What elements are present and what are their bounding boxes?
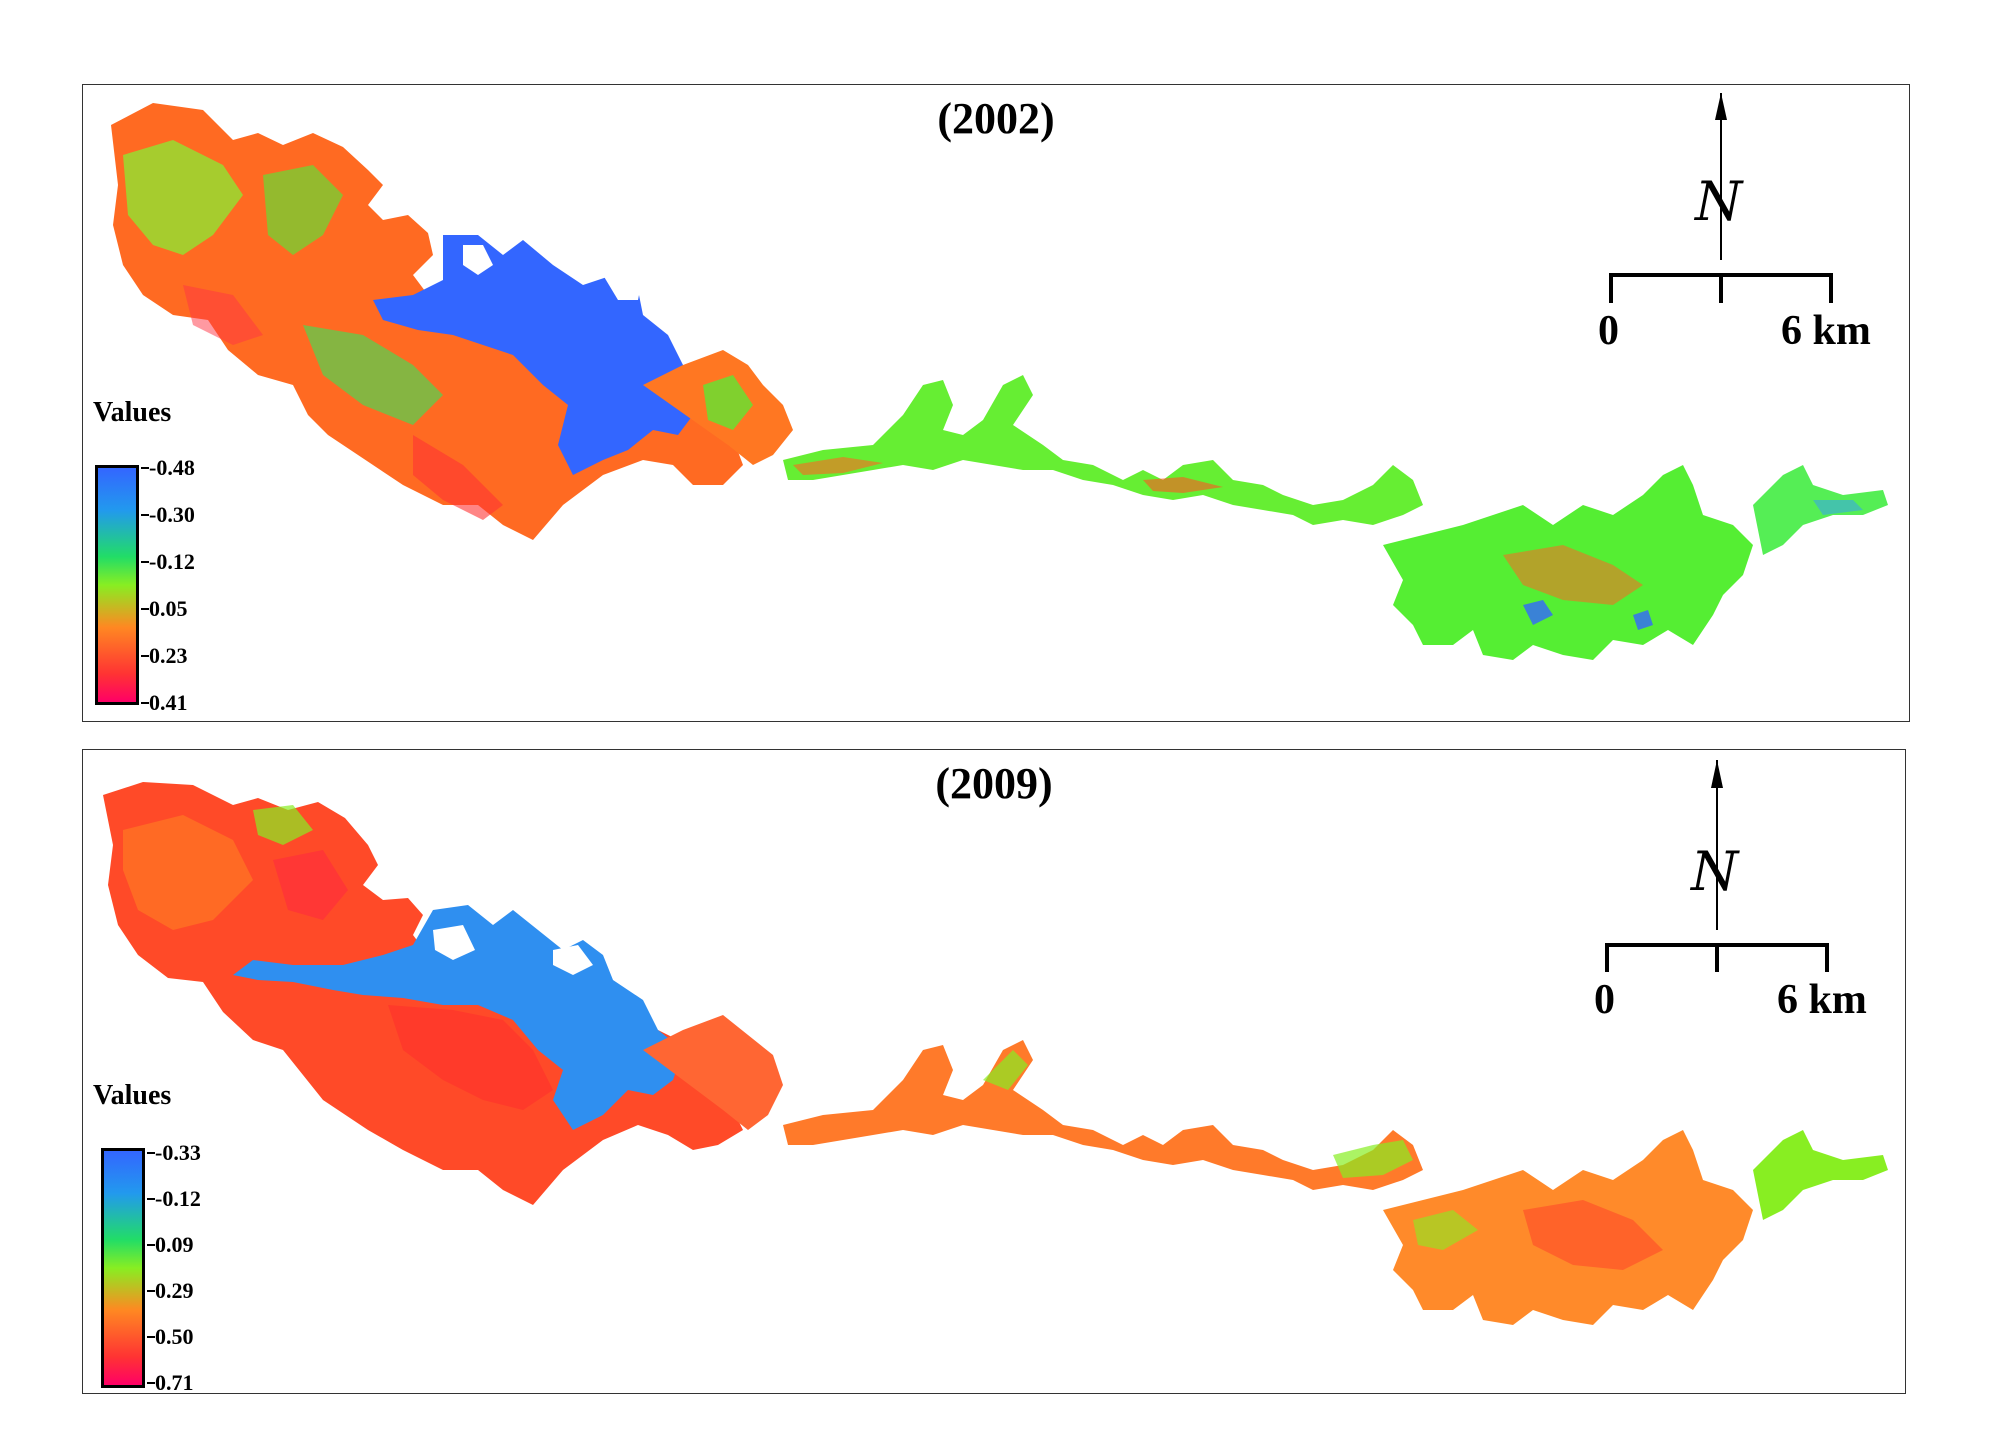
corridor-region xyxy=(783,375,1423,525)
legend-tick: 0.41 xyxy=(141,690,188,715)
map-canvas xyxy=(103,782,1888,1325)
panel-title: (2002) xyxy=(937,94,1055,143)
panel-title: (2009) xyxy=(935,759,1053,808)
legend-tick: 0.23 xyxy=(141,643,188,668)
scale-start-label: 0 xyxy=(1594,977,1615,1023)
corridor-region xyxy=(783,1040,1423,1190)
legend-title: Values xyxy=(93,397,172,428)
scale-end-label: 6 km xyxy=(1777,977,1867,1023)
legend-tick: 0.71 xyxy=(147,1370,194,1395)
legend-tick: 0.29 xyxy=(147,1278,194,1303)
legend-tick: -0.12 xyxy=(141,549,195,574)
land-region xyxy=(103,782,783,1205)
legend-colorbar xyxy=(95,465,139,705)
legend-tick: -0.12 xyxy=(147,1186,201,1211)
legend-colorbar xyxy=(101,1148,145,1388)
east-basin-region xyxy=(1383,465,1888,660)
east-basin-region xyxy=(1383,1130,1888,1325)
legend-tick: -0.30 xyxy=(141,502,195,527)
legend-tick: 0.50 xyxy=(147,1324,194,1349)
map-canvas xyxy=(111,103,1888,660)
legend-tick: -0.48 xyxy=(141,455,195,480)
land-region xyxy=(111,103,793,540)
scale-start-label: 0 xyxy=(1598,308,1619,354)
map-panel-2002: (2002) xyxy=(82,84,1910,722)
legend-tick: 0.05 xyxy=(141,596,188,621)
map-panel-2009: (2009) Values -0.33 -0.12 0.09 xyxy=(82,749,1906,1395)
legend-tick: -0.33 xyxy=(147,1140,201,1165)
legend-title: Values xyxy=(93,1080,172,1111)
scale-end-label: 6 km xyxy=(1781,308,1871,354)
legend-tick: 0.09 xyxy=(147,1232,194,1257)
